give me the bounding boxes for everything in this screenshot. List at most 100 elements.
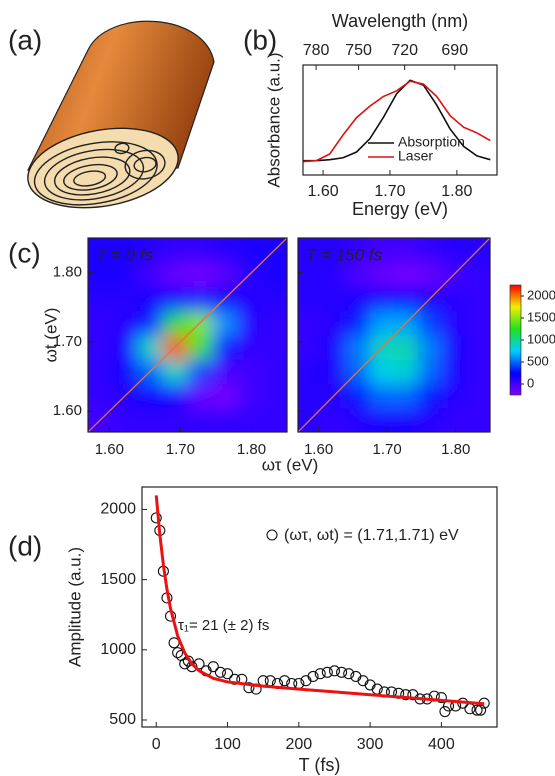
heatmap-cell <box>298 286 323 312</box>
data-point <box>279 675 291 687</box>
heatmap-cell <box>418 407 443 432</box>
heatmap-cell <box>137 286 164 312</box>
plot-frame <box>302 64 498 176</box>
data-point <box>214 666 226 678</box>
heatmap-cell <box>394 286 419 312</box>
x-tick-label: 1.80 <box>441 441 470 458</box>
panel-label: (c) <box>8 237 41 268</box>
heatmap-cell <box>394 335 419 360</box>
heatmap-cell <box>88 383 114 409</box>
heatmap-cell <box>88 335 114 360</box>
heatmap-cell <box>237 359 263 384</box>
data-point <box>400 689 412 701</box>
heatmap-cell <box>442 238 467 263</box>
heatmap-cell <box>442 407 467 432</box>
x-tick-label: 1.80 <box>237 441 266 458</box>
heatmap-cell <box>370 407 395 432</box>
heatmap-cell <box>394 383 419 409</box>
heatmap-cell <box>187 286 213 312</box>
heatmap-cell <box>112 359 139 384</box>
heatmap-cell <box>298 335 323 360</box>
data-point <box>179 658 191 670</box>
y-tick-label: 1.70 <box>53 333 82 350</box>
heatmap-cell <box>346 310 371 336</box>
heatmap-cell <box>418 335 443 360</box>
heatmap-cell <box>394 238 419 263</box>
heatmap-cell <box>442 335 467 360</box>
colorbar-tick-label: 500 <box>527 353 549 368</box>
plot-frame <box>87 237 288 433</box>
heatmap-cell <box>212 335 238 360</box>
x-tick-label: 1.70 <box>166 441 195 458</box>
heatmap-cell <box>162 238 188 263</box>
y-tick-label: 1.60 <box>53 402 82 419</box>
heatmap-cell <box>442 359 467 384</box>
y-tick-label: 2000 <box>100 501 136 518</box>
heatmap-cell <box>137 238 164 263</box>
data-point <box>464 703 476 715</box>
heatmap-cell <box>88 238 114 263</box>
y-axis-title: Amplitude (a.u.) <box>65 547 84 667</box>
heatmap-cell <box>394 407 419 432</box>
heatmap-cell <box>212 310 238 336</box>
y-tick-label: 1.80 <box>53 264 82 281</box>
heatmap-cell <box>322 335 347 360</box>
y-axis-title: Absorbance (a.u.) <box>264 52 283 187</box>
heatmap-cell <box>322 262 347 287</box>
data-point <box>328 665 341 677</box>
heatmap-cell <box>262 383 287 409</box>
heatmap-area <box>298 238 490 432</box>
x2-tick-label: 750 <box>345 42 372 59</box>
y-tick-label: 1500 <box>100 571 136 588</box>
data-point <box>221 668 234 680</box>
data-point <box>336 666 348 678</box>
heatmap-cell <box>162 310 188 336</box>
panel-title: T = 150 fs <box>306 245 383 264</box>
legend-label: (ωτ, ωt) = (1.71,1.71) eV <box>284 527 459 544</box>
heatmap-cell <box>298 310 323 336</box>
heatmap-cell <box>298 383 323 409</box>
heatmap-cell <box>466 407 490 432</box>
heatmap-cell <box>112 335 139 360</box>
heatmap-cell <box>237 286 263 312</box>
line-series <box>302 80 491 163</box>
legend-label: Absorption <box>398 134 465 150</box>
x2-tick-label: 720 <box>391 42 418 59</box>
x-tick-label: 1.70 <box>374 183 405 200</box>
heatmap-cell <box>418 310 443 336</box>
heatmap-cell <box>466 383 490 409</box>
heatmap-cell <box>187 383 213 409</box>
heatmap-cell <box>88 310 114 336</box>
heatmap-cell <box>262 310 287 336</box>
heatmap-cell <box>370 310 395 336</box>
heatmap-cell <box>370 238 395 263</box>
heatmap-cell <box>262 359 287 384</box>
heatmap-cell <box>418 238 443 263</box>
heatmap-cell <box>418 359 443 384</box>
colorbar-tick-label: 0 <box>527 375 534 390</box>
heatmap-cell <box>370 383 395 409</box>
heatmap-cell <box>298 238 323 263</box>
heatmap-cell <box>322 238 347 263</box>
heatmap-cell <box>137 407 164 432</box>
data-point <box>343 668 355 680</box>
panel-label: (b) <box>243 24 277 55</box>
data-point <box>357 675 369 687</box>
heatmap-cell <box>112 286 139 312</box>
heatmap-cell <box>262 262 287 287</box>
heatmap-cell <box>162 286 188 312</box>
y-tick-label: 500 <box>109 711 136 728</box>
heatmap-cell <box>322 359 347 384</box>
line-series <box>303 79 491 162</box>
colorbar-tick-label: 2000 <box>527 287 555 302</box>
heatmap-area <box>88 238 287 432</box>
heatmap-cell <box>322 310 347 336</box>
data-point <box>207 661 219 673</box>
x-tick-label: 200 <box>285 736 312 753</box>
heatmap-cell <box>112 407 139 432</box>
x-axis-title: ωτ (eV) <box>262 455 319 474</box>
x-tick-label: 300 <box>357 736 384 753</box>
heatmap-cell <box>370 262 395 287</box>
heatmap-cell <box>137 335 164 360</box>
